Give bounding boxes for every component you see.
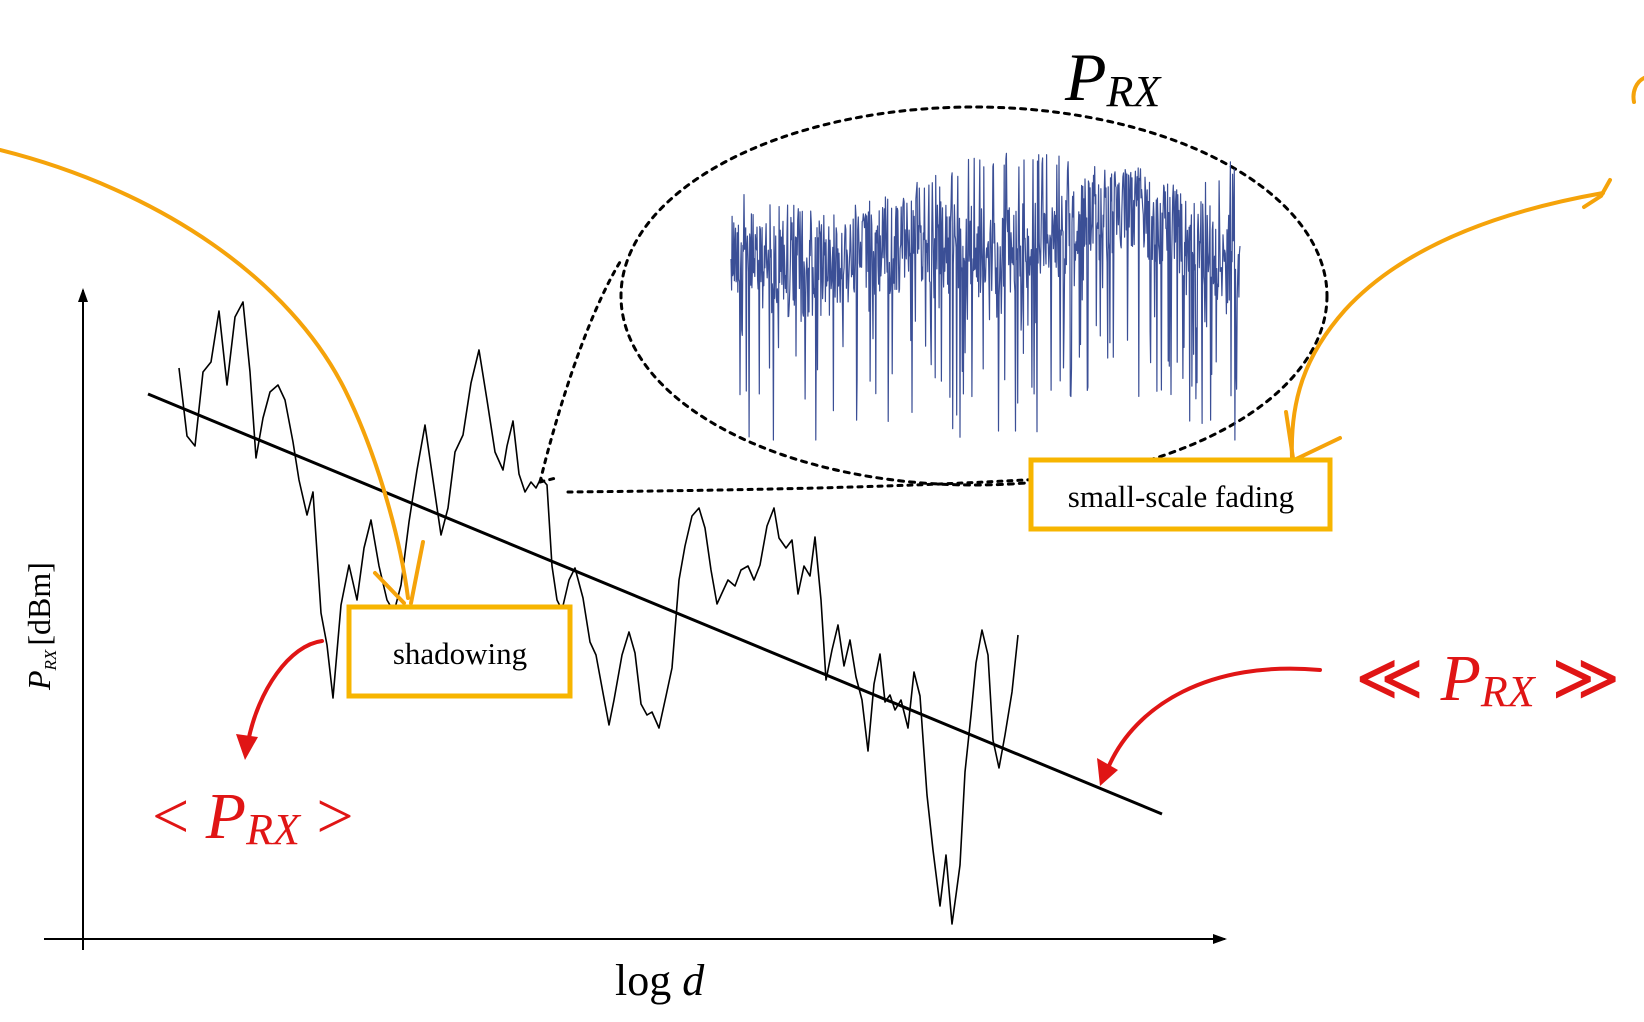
- path-loss-trend-line: [147, 392, 1163, 816]
- callout-dotted-lines: [538, 260, 1122, 494]
- zoom-ellipse: [619, 105, 1329, 487]
- red-annotations: [246, 639, 1322, 770]
- red-curve-left: [246, 639, 324, 744]
- orange-arrowhead-right-b: [1292, 436, 1342, 462]
- x-label-var: d: [682, 956, 705, 1005]
- local-mean-open: <: [152, 780, 206, 853]
- red-arrowhead-left: [236, 734, 258, 760]
- orange-arrowhead-left-b: [409, 540, 425, 605]
- area-mean-open: ≪: [1355, 642, 1441, 715]
- orange-fragment-top-right: [1631, 76, 1644, 104]
- red-arrowhead-right: [1097, 758, 1118, 786]
- local-mean-main: P: [205, 780, 246, 853]
- orange-curve-left: [0, 148, 410, 600]
- prx-title-sub: RX: [1106, 67, 1163, 116]
- prx-title-main: P: [1064, 39, 1107, 115]
- orange-arrowhead-right-a: [1284, 410, 1295, 460]
- x-label-prefix: log: [615, 956, 682, 1005]
- svg-text:PRX[dBm]: PRX [dBm]: [21, 562, 60, 691]
- shadowing-signal-trace: [178, 301, 1019, 925]
- local-mean-close: >: [300, 780, 354, 853]
- y-axis-label: PRX [dBm]: [21, 562, 60, 691]
- area-mean-close: ≫: [1535, 642, 1621, 715]
- y-label-unit: [dBm]: [21, 562, 57, 646]
- orange-hook-right: [1582, 178, 1612, 209]
- prx-title-label: PRX: [1064, 39, 1162, 116]
- orange-annotations: [0, 76, 1644, 605]
- area-mean-sub: RX: [1480, 667, 1537, 716]
- fading-trace-group: [730, 152, 1241, 441]
- red-curve-right: [1106, 666, 1322, 770]
- fading-label-box: small-scale fading: [1028, 457, 1333, 532]
- shadowing-text: shadowing: [393, 636, 527, 671]
- y-label-main: P: [21, 670, 57, 691]
- orange-arrowhead-left-a: [373, 571, 406, 605]
- small-scale-fading-text: small-scale fading: [1068, 479, 1294, 514]
- y-label-sub: RX: [41, 649, 60, 671]
- local-mean-label: < PRX >: [152, 780, 354, 854]
- x-axis-label: log d: [615, 956, 705, 1005]
- orange-curve-right: [1289, 191, 1605, 460]
- local-mean-sub: RX: [245, 805, 302, 854]
- shadowing-label-box: shadowing: [346, 604, 573, 699]
- fading-box-border: [1028, 457, 1333, 532]
- area-mean-label: ≪ PRX ≫: [1355, 642, 1620, 716]
- area-mean-main: P: [1440, 642, 1481, 715]
- small-scale-fading-trace: [730, 152, 1241, 441]
- shadowing-box-border: [346, 604, 573, 699]
